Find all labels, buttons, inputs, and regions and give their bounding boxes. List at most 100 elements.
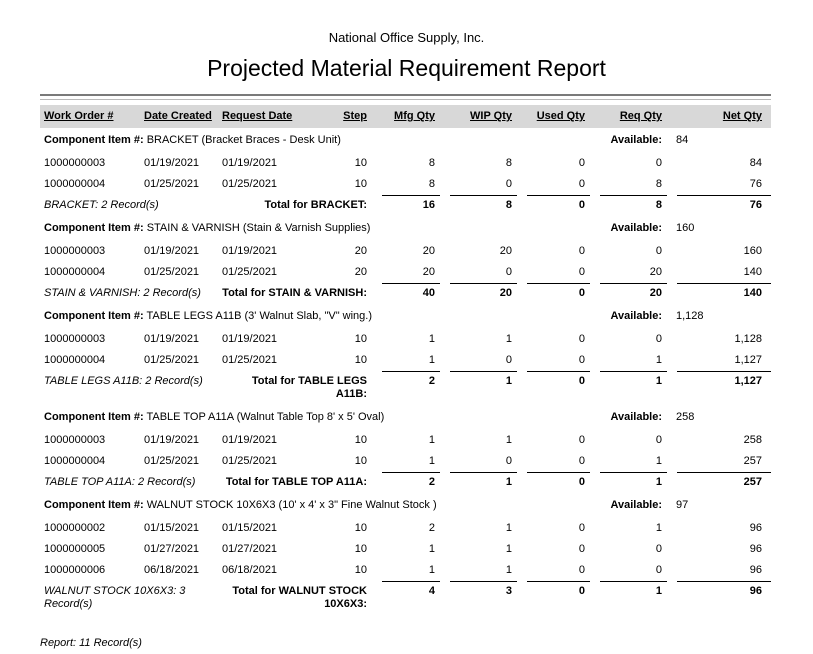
work-order-cell: 1000000004 [44, 455, 106, 467]
total-label: Total for TABLE TOP A11A: [225, 476, 367, 488]
step-cell: 10 [354, 522, 367, 534]
component-item-label: Component Item #: [44, 222, 144, 234]
request-date-cell: 01/19/2021 [222, 245, 278, 257]
total-used-qty: 0 [517, 371, 590, 405]
table-row: 1000000003 01/19/2021 01/19/2021 10 1 1 … [40, 430, 771, 451]
available-value: 1,128 [676, 310, 704, 322]
component-item-label: Component Item #: [44, 134, 144, 146]
wip-qty-cell: 1 [505, 564, 512, 576]
work-order-cell: 1000000004 [44, 354, 106, 366]
work-order-cell: 1000000003 [44, 157, 106, 169]
component-item-value: BRACKET (Bracket Braces - Desk Unit) [146, 134, 341, 146]
available-label: Available: [610, 222, 662, 234]
net-qty-cell: 96 [749, 564, 762, 576]
col-header-wip-qty: WIP Qty [470, 110, 512, 122]
component-item-value: TABLE LEGS A11B (3' Walnut Slab, "V" win… [146, 310, 373, 322]
step-cell: 10 [354, 564, 367, 576]
date-created-cell: 01/25/2021 [144, 354, 200, 366]
total-req-qty: 1 [590, 581, 667, 615]
section-total-row: BRACKET: 2 Record(s) Total for BRACKET: … [40, 195, 771, 216]
mfg-qty-cell: 8 [428, 157, 435, 169]
component-item-value: TABLE TOP A11A (Walnut Table Top 8' x 5'… [146, 411, 385, 423]
available-label: Available: [610, 134, 662, 146]
used-qty-cell: 0 [578, 178, 585, 190]
total-req-qty: 20 [590, 283, 667, 304]
rule-light [40, 99, 771, 100]
date-created-cell: 01/19/2021 [144, 157, 200, 169]
req-qty-cell: 0 [655, 564, 662, 576]
record-count-note: TABLE TOP A11A: 2 Record(s) [44, 476, 196, 488]
component-item-cell: Component Item #: STAIN & VARNISH (Stain… [40, 216, 590, 241]
wip-qty-cell: 1 [505, 522, 512, 534]
total-mfg-qty: 4 [372, 581, 440, 615]
total-req-qty: 1 [590, 371, 667, 405]
rule-dark [40, 94, 771, 96]
wip-qty-cell: 1 [505, 434, 512, 446]
total-label: Total for WALNUT STOCK 10X6X3: [232, 585, 367, 610]
total-used-qty: 0 [517, 195, 590, 216]
mfg-qty-cell: 20 [422, 266, 435, 278]
column-header-row: Work Order # Date Created Request Date S… [40, 105, 771, 128]
total-req-qty: 8 [590, 195, 667, 216]
step-cell: 10 [354, 157, 367, 169]
component-item-value: STAIN & VARNISH (Stain & Varnish Supplie… [146, 222, 371, 234]
total-net-qty: 140 [667, 283, 771, 304]
available-value: 84 [676, 134, 689, 146]
request-date-cell: 01/19/2021 [222, 157, 278, 169]
mfg-qty-cell: 1 [428, 543, 435, 555]
available-label: Available: [610, 310, 662, 322]
net-qty-cell: 76 [749, 178, 762, 190]
req-qty-cell: 8 [655, 178, 662, 190]
col-header-mfg-qty: Mfg Qty [394, 110, 435, 122]
wip-qty-cell: 0 [505, 178, 512, 190]
date-created-cell: 01/25/2021 [144, 266, 200, 278]
total-net-qty: 76 [667, 195, 771, 216]
component-section-header: Component Item #: TABLE TOP A11A (Walnut… [40, 405, 771, 430]
wip-qty-cell: 8 [505, 157, 512, 169]
wip-qty-cell: 0 [505, 455, 512, 467]
total-wip-qty: 8 [440, 195, 517, 216]
work-order-cell: 1000000004 [44, 178, 106, 190]
used-qty-cell: 0 [578, 434, 585, 446]
col-header-step: Step [343, 110, 367, 122]
date-created-cell: 01/19/2021 [144, 333, 200, 345]
date-created-cell: 06/18/2021 [144, 564, 200, 576]
col-header-net-qty: Net Qty [722, 110, 762, 122]
step-cell: 10 [354, 434, 367, 446]
available-value: 160 [676, 222, 695, 234]
col-header-work-order: Work Order # [44, 110, 114, 122]
table-row: 1000000004 01/25/2021 01/25/2021 10 8 0 … [40, 174, 771, 195]
total-label: Total for STAIN & VARNISH: [222, 287, 367, 299]
used-qty-cell: 0 [578, 333, 585, 345]
request-date-cell: 01/25/2021 [222, 455, 278, 467]
step-cell: 20 [354, 266, 367, 278]
step-cell: 10 [354, 354, 367, 366]
net-qty-cell: 160 [743, 245, 762, 257]
work-order-cell: 1000000004 [44, 266, 106, 278]
used-qty-cell: 0 [578, 157, 585, 169]
report-table: Work Order # Date Created Request Date S… [40, 105, 771, 615]
wip-qty-cell: 1 [505, 333, 512, 345]
net-qty-cell: 140 [743, 266, 762, 278]
request-date-cell: 01/19/2021 [222, 434, 278, 446]
request-date-cell: 01/25/2021 [222, 266, 278, 278]
net-qty-cell: 96 [749, 543, 762, 555]
date-created-cell: 01/15/2021 [144, 522, 200, 534]
component-section-header: Component Item #: TABLE LEGS A11B (3' Wa… [40, 304, 771, 329]
work-order-cell: 1000000005 [44, 543, 106, 555]
available-value: 97 [676, 499, 689, 511]
mfg-qty-cell: 1 [428, 434, 435, 446]
net-qty-cell: 96 [749, 522, 762, 534]
net-qty-cell: 1,128 [734, 333, 762, 345]
total-label: Total for BRACKET: [264, 199, 367, 211]
table-row: 1000000002 01/15/2021 01/15/2021 10 2 1 … [40, 518, 771, 539]
request-date-cell: 01/25/2021 [222, 178, 278, 190]
used-qty-cell: 0 [578, 354, 585, 366]
component-item-cell: Component Item #: BRACKET (Bracket Brace… [40, 128, 590, 153]
mfg-qty-cell: 8 [428, 178, 435, 190]
company-name: National Office Supply, Inc. [328, 30, 485, 45]
step-cell: 10 [354, 455, 367, 467]
total-wip-qty: 20 [440, 283, 517, 304]
component-item-value: WALNUT STOCK 10X6X3 (10' x 4' x 3" Fine … [146, 499, 437, 511]
mfg-qty-cell: 20 [422, 245, 435, 257]
